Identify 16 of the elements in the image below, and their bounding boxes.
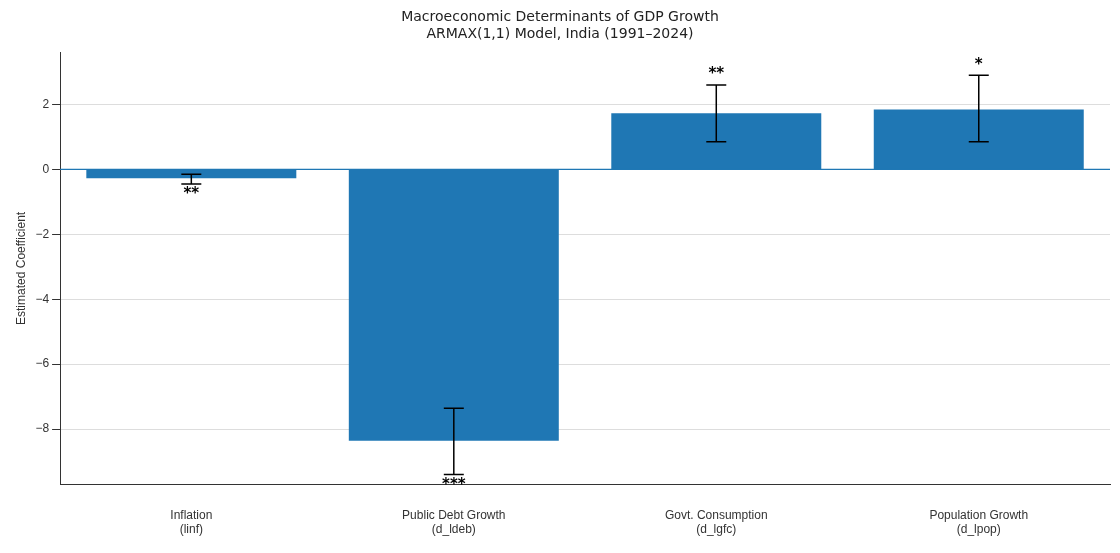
y-tick-label: −2 xyxy=(35,226,50,241)
annotation: * xyxy=(974,54,983,73)
y-tick-label: 2 xyxy=(42,96,50,111)
y-tick-label: 0 xyxy=(42,161,50,176)
x-tick-label: Inflation (linf) xyxy=(170,507,213,537)
x-tick-label: Population Growth (d_lpop) xyxy=(929,507,1029,537)
x-tick-label: Public Debt Growth (d_ldeb) xyxy=(402,507,506,537)
y-tick-label: −6 xyxy=(35,356,50,371)
x-tick-label: Govt. Consumption (d_lgfc) xyxy=(664,507,768,537)
annotation: ** xyxy=(183,184,200,203)
chart-subtitle: ARMAX(1,1) Model, India (1991–2024) xyxy=(426,24,694,41)
y-axis-title: Estimated Coefficient xyxy=(13,211,28,325)
annotation: ** xyxy=(708,64,725,83)
y-tick-label: −8 xyxy=(35,421,50,436)
chart-title: Macroeconomic Determinants of GDP Growth xyxy=(401,8,719,25)
y-tick-label: −4 xyxy=(35,291,50,306)
